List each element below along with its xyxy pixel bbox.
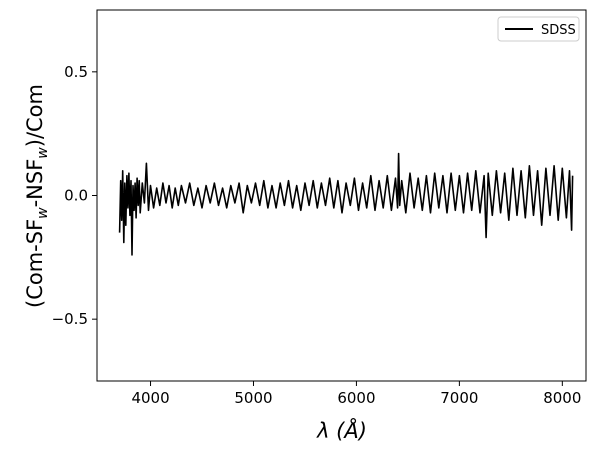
x-axis-label: λ (Å) xyxy=(316,417,367,443)
y-tick-label: −0.5 xyxy=(52,310,88,328)
series-line-sdss xyxy=(118,152,574,256)
legend-label-sdss: SDSS xyxy=(541,23,576,38)
series-layer xyxy=(118,152,574,256)
y-axis-label: (Com-SFw-NSFw)/Com xyxy=(23,84,51,308)
x-tick-label: 7000 xyxy=(440,389,478,407)
x-tick-label: 4000 xyxy=(131,389,169,407)
x-tick-label: 6000 xyxy=(337,389,375,407)
legend-box xyxy=(497,16,580,42)
x-tick-label: 5000 xyxy=(234,389,272,407)
y-tick-label: 0.0 xyxy=(64,187,88,205)
x-axis: 4000 5000 6000 7000 8000 xyxy=(131,381,581,407)
x-tick-label: 8000 xyxy=(543,389,581,407)
y-tick-label: 0.5 xyxy=(64,63,88,81)
y-axis: 0.5 0.0 −0.5 xyxy=(52,63,97,328)
legend: SDSS xyxy=(497,16,580,42)
